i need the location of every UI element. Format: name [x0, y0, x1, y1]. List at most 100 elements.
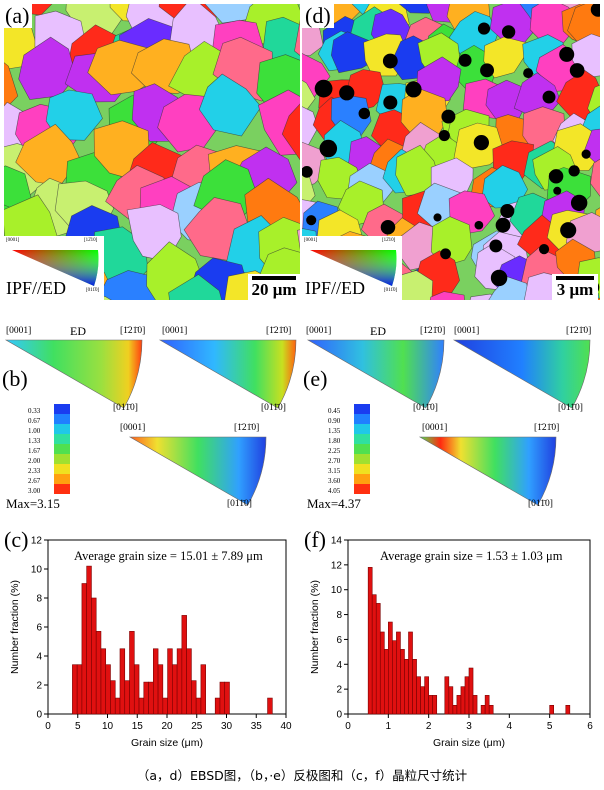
- legend-tick-label: 0.33: [28, 407, 41, 415]
- y-tick-label: 10: [31, 565, 43, 576]
- legend-swatch: [54, 444, 70, 455]
- histogram-bar: [420, 686, 425, 715]
- legend-tick-label: 1.35: [328, 427, 341, 435]
- ipf-ed-label-a: IPF//ED: [6, 278, 67, 298]
- y-tick-label: 2: [36, 681, 42, 692]
- legend-swatch: [354, 424, 370, 435]
- pf-b3-label-0110: [011̄0]: [227, 499, 252, 509]
- histogram-bar: [424, 676, 429, 715]
- pf-b1-label-0001: [0001]: [6, 326, 32, 336]
- ebsd-map-a: [4, 4, 300, 300]
- y-tick-label: 6: [36, 623, 42, 634]
- histogram-bar: [484, 695, 490, 715]
- histogram-bar: [167, 648, 173, 715]
- histogram-bar: [267, 697, 273, 715]
- pf-e3-label-0110: [011̄0]: [528, 499, 553, 509]
- histogram-bar: [76, 664, 83, 715]
- legend-swatch: [354, 444, 370, 455]
- legend-tick-label: 2.00: [28, 457, 41, 465]
- legend-tick-label: 3.00: [28, 487, 41, 495]
- histogram-bar: [172, 664, 178, 715]
- legend-swatch: [354, 454, 370, 465]
- figure-caption: （a，d）EBSD图，（b，·e）反极图和（c，f）晶粒尺寸统计: [136, 768, 468, 783]
- y-tick-label: 2: [336, 685, 342, 696]
- legend-tick-label: 1.00: [28, 427, 41, 435]
- histogram-bar: [464, 676, 470, 715]
- pf-b-ed-label: ED: [70, 324, 86, 338]
- histogram-bar: [153, 648, 159, 715]
- histogram-bar: [480, 705, 486, 715]
- colour-legend-b: 0.33 0.67 1.00 1.33 1.67 2.00 2.33 2.67 3.00: [8, 404, 88, 495]
- legend-swatch: [354, 484, 370, 494]
- pf-e3-label-1210: [1̄21̄0]: [534, 423, 560, 433]
- histogram-bar: [219, 681, 226, 715]
- histogram-bar: [384, 649, 389, 715]
- y-tick-label: 0: [36, 710, 42, 721]
- pf-b3-label-0001: [0001]: [120, 423, 146, 433]
- histogram-bar: [379, 631, 385, 715]
- histogram-bar: [138, 697, 145, 715]
- y-tick-label: 4: [336, 660, 342, 671]
- x-tick-label: 10: [102, 721, 114, 732]
- histogram-bar: [456, 695, 462, 715]
- y-axis-label: Number fraction (%): [309, 580, 321, 674]
- histogram-bar: [416, 676, 421, 715]
- histogram-bar: [105, 664, 111, 715]
- key-label-0001: [0001]: [304, 238, 318, 243]
- y-axis-label: Number fraction (%): [9, 580, 21, 674]
- pf-e3-label-0001: [0001]: [422, 423, 448, 433]
- key-label-0110: [011̄0]: [384, 288, 398, 293]
- histogram-bar: [214, 697, 221, 715]
- legend-swatch: [54, 404, 70, 415]
- histogram-bar: [400, 649, 405, 715]
- histogram-bar: [81, 583, 87, 715]
- x-tick-label: 6: [587, 721, 593, 732]
- pf-e2-label-0110: [011̄0]: [558, 403, 583, 413]
- ipf-ed-label-d: IPF//ED: [305, 278, 366, 298]
- y-tick-label: 12: [331, 560, 343, 571]
- histogram-bar: [549, 705, 555, 715]
- histogram-bar: [388, 621, 393, 715]
- y-tick-label: 12: [31, 536, 43, 547]
- histogram-bar: [110, 680, 116, 715]
- y-tick-label: 8: [336, 610, 342, 621]
- histogram-bar: [148, 681, 154, 715]
- legend-swatch: [354, 474, 370, 485]
- x-tick-label: 35: [251, 721, 263, 732]
- histogram-bar: [371, 594, 377, 715]
- histogram-bar: [444, 676, 450, 715]
- x-tick-label: 40: [280, 721, 292, 732]
- pf-b3-label-1210: [1̄21̄0]: [234, 423, 260, 433]
- panel-letter-b: (b): [2, 366, 28, 391]
- y-tick-label: 10: [331, 585, 343, 596]
- histogram-bar: [404, 659, 409, 715]
- panel-letter-a: (a): [2, 4, 33, 28]
- pf-b2-label-0001: [0001]: [162, 326, 188, 336]
- histogram-bar: [143, 681, 149, 715]
- scale-label-a: 20 μm: [251, 280, 297, 299]
- legend-tick-label: 1.80: [328, 437, 341, 445]
- pf-e-ed-label: ED: [370, 324, 386, 338]
- legend-tick-label: 3.15: [328, 467, 341, 475]
- y-tick-label: 4: [36, 652, 42, 663]
- max-label-e: Max=4.37: [307, 496, 361, 511]
- pf-e1-label-0110: [011̄0]: [413, 403, 438, 413]
- x-tick-label: 15: [132, 721, 144, 732]
- x-tick-label: 2: [426, 721, 432, 732]
- key-label-0110: [011̄0]: [86, 288, 100, 293]
- x-tick-label: 1: [386, 721, 392, 732]
- average-grain-size-f: Average grain size = 1.53 ± 1.03 μm: [380, 549, 563, 563]
- panel-letter-e: (e): [303, 366, 328, 391]
- x-tick-label: 0: [345, 721, 351, 732]
- legend-swatch: [354, 464, 370, 475]
- histogram-bar: [129, 631, 135, 715]
- legend-tick-label: 2.67: [28, 477, 41, 485]
- pf-b2-label-1210: [1̄21̄0]: [266, 326, 292, 336]
- histogram-bar: [157, 664, 164, 715]
- y-tick-label: 0: [336, 710, 342, 721]
- histogram-bar: [176, 648, 183, 715]
- x-tick-label: 3: [466, 721, 472, 732]
- legend-tick-label: 2.70: [328, 457, 341, 465]
- legend-tick-label: 0.45: [328, 407, 341, 415]
- histogram-bar: [119, 648, 126, 715]
